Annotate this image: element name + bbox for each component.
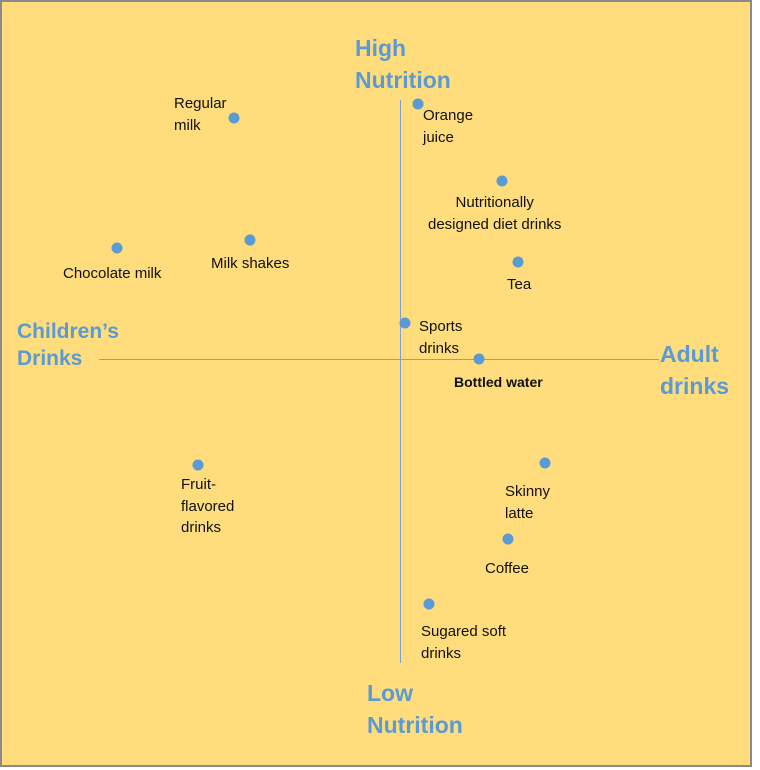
skinny-latte-label: Skinny latte [505, 483, 551, 522]
coffee-label: Coffee [485, 560, 529, 577]
orange-juice-label: Orange juice [423, 107, 474, 146]
fruit-flavored-drinks-marker [192, 459, 204, 471]
coffee-marker [502, 533, 514, 545]
axis-label-childrens-drinks: Children’s Drinks [17, 320, 119, 370]
axis-label-high-nutrition: High Nutrition [355, 35, 451, 93]
chocolate-milk-label: Chocolate milk [63, 265, 162, 282]
diet-drinks-label: Nutritionally designed diet drinks [428, 194, 562, 233]
sports-drinks-label: Sports drinks [419, 318, 463, 357]
vertical-axis [400, 100, 401, 663]
horizontal-axis [99, 359, 659, 360]
bottled-water-marker [473, 353, 485, 365]
orange-juice-marker [412, 98, 424, 110]
milk-shakes-label: Milk shakes [211, 255, 290, 272]
fruit-flavored-drinks-label: Fruit- flavored drinks [181, 476, 235, 536]
regular-milk-marker [228, 112, 240, 124]
tea-label: Tea [507, 276, 532, 293]
bottled-water-label: Bottled water [454, 374, 543, 390]
sugared-soft-drinks-label: Sugared soft drinks [421, 623, 507, 662]
skinny-latte-marker [539, 457, 551, 469]
regular-milk-label: Regular milk [174, 95, 227, 134]
diet-drinks-marker [496, 175, 508, 187]
milk-shakes-marker [244, 234, 256, 246]
axis-label-adult-drinks: Adult drinks [660, 341, 730, 399]
sports-drinks-marker [399, 317, 411, 329]
tea-marker [512, 256, 524, 268]
axis-label-low-nutrition: Low Nutrition [367, 680, 463, 738]
chocolate-milk-marker [111, 242, 123, 254]
sugared-soft-drinks-marker [423, 598, 435, 610]
